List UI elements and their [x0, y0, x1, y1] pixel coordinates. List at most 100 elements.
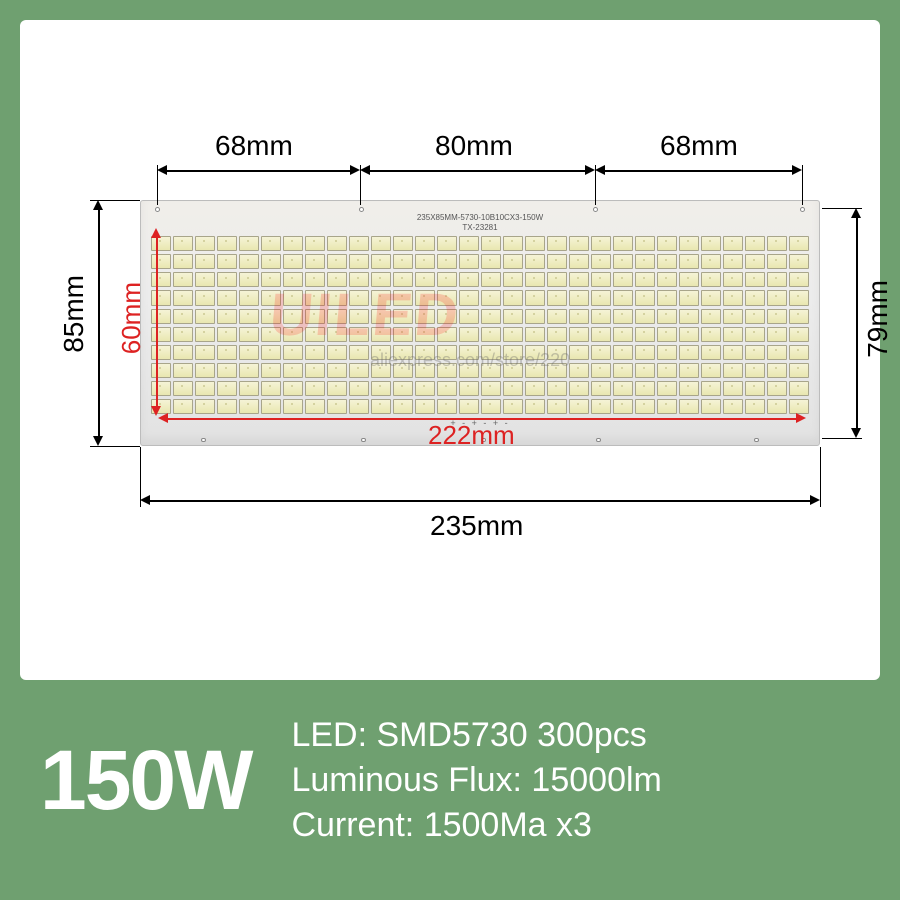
led-chip — [283, 290, 303, 305]
led-chip — [195, 345, 215, 360]
led-chip — [261, 327, 281, 342]
led-chip — [591, 290, 611, 305]
led-chip — [393, 236, 413, 251]
led-chip — [305, 254, 325, 269]
led-chip — [481, 254, 501, 269]
led-chip — [503, 254, 523, 269]
led-chip — [261, 254, 281, 269]
led-chip — [481, 309, 501, 324]
led-chip — [613, 309, 633, 324]
led-chip — [613, 363, 633, 378]
led-chip — [261, 272, 281, 287]
led-chip — [701, 399, 721, 414]
arrow-icon — [157, 165, 167, 175]
led-chip — [305, 327, 325, 342]
led-chip — [789, 290, 809, 305]
led-chip — [657, 381, 677, 396]
led-chip — [393, 381, 413, 396]
led-chip — [283, 254, 303, 269]
pcb-label-line1: 235X85MM-5730-10B10CX3-150W — [417, 213, 543, 222]
led-chip — [261, 381, 281, 396]
led-chip — [195, 272, 215, 287]
led-chip — [635, 345, 655, 360]
led-chip — [679, 309, 699, 324]
led-chip — [305, 236, 325, 251]
led-chip — [415, 309, 435, 324]
led-chip — [635, 399, 655, 414]
led-chip — [613, 254, 633, 269]
led-chip — [195, 363, 215, 378]
led-chip — [635, 309, 655, 324]
led-chip — [173, 381, 193, 396]
arrow-icon — [158, 413, 168, 423]
led-chip — [327, 254, 347, 269]
led-chip — [679, 399, 699, 414]
dim-line-right — [856, 218, 858, 428]
mounting-hole — [359, 207, 364, 212]
ext-line — [90, 446, 140, 447]
led-chip — [393, 399, 413, 414]
led-chip — [767, 363, 787, 378]
led-chip — [371, 254, 391, 269]
led-chip — [569, 381, 589, 396]
led-chip — [789, 381, 809, 396]
led-chip — [547, 272, 567, 287]
led-chip — [525, 327, 545, 342]
led-chip — [371, 272, 391, 287]
led-chip — [151, 363, 171, 378]
led-chip — [503, 290, 523, 305]
product-frame: 235X85MM-5730-10B10CX3-150W TX-23281 + -… — [0, 0, 900, 900]
led-chip — [305, 345, 325, 360]
led-chip — [701, 327, 721, 342]
wattage-value: 150W — [40, 732, 251, 829]
led-chip — [613, 327, 633, 342]
led-chip — [723, 272, 743, 287]
mounting-notch — [201, 438, 206, 442]
led-chip — [217, 272, 237, 287]
led-chip — [613, 236, 633, 251]
spec-bar: 150W LED: SMD5730 300pcs Luminous Flux: … — [20, 680, 880, 880]
led-chip — [459, 290, 479, 305]
led-chip — [327, 381, 347, 396]
led-chip — [371, 345, 391, 360]
led-chip — [173, 309, 193, 324]
dim-line-top-1 — [167, 170, 350, 172]
led-chip — [481, 399, 501, 414]
dim-line-red-h — [156, 238, 158, 406]
led-chip — [701, 290, 721, 305]
dim-top-1: 68mm — [215, 130, 293, 162]
led-chip — [547, 399, 567, 414]
led-chip — [327, 309, 347, 324]
mounting-hole — [593, 207, 598, 212]
led-chip — [613, 345, 633, 360]
led-chip — [657, 272, 677, 287]
led-chip — [459, 254, 479, 269]
led-chip — [547, 236, 567, 251]
led-chip — [151, 254, 171, 269]
led-chip — [657, 236, 677, 251]
arrow-icon — [810, 495, 820, 505]
led-chip — [679, 236, 699, 251]
led-chip — [767, 254, 787, 269]
led-chip — [459, 381, 479, 396]
led-chip — [437, 272, 457, 287]
led-chip — [613, 272, 633, 287]
led-chip — [437, 254, 457, 269]
led-chip — [327, 327, 347, 342]
led-chip — [459, 363, 479, 378]
led-chip — [525, 290, 545, 305]
led-chip — [437, 236, 457, 251]
led-chip — [283, 272, 303, 287]
led-chip — [437, 345, 457, 360]
led-chip — [525, 236, 545, 251]
mounting-hole — [155, 207, 160, 212]
led-chip — [591, 236, 611, 251]
led-chip — [283, 327, 303, 342]
led-chip — [789, 327, 809, 342]
led-chip — [349, 345, 369, 360]
mounting-notch — [596, 438, 601, 442]
led-chip — [261, 290, 281, 305]
mounting-notch — [754, 438, 759, 442]
led-chip — [305, 309, 325, 324]
led-chip — [349, 236, 369, 251]
